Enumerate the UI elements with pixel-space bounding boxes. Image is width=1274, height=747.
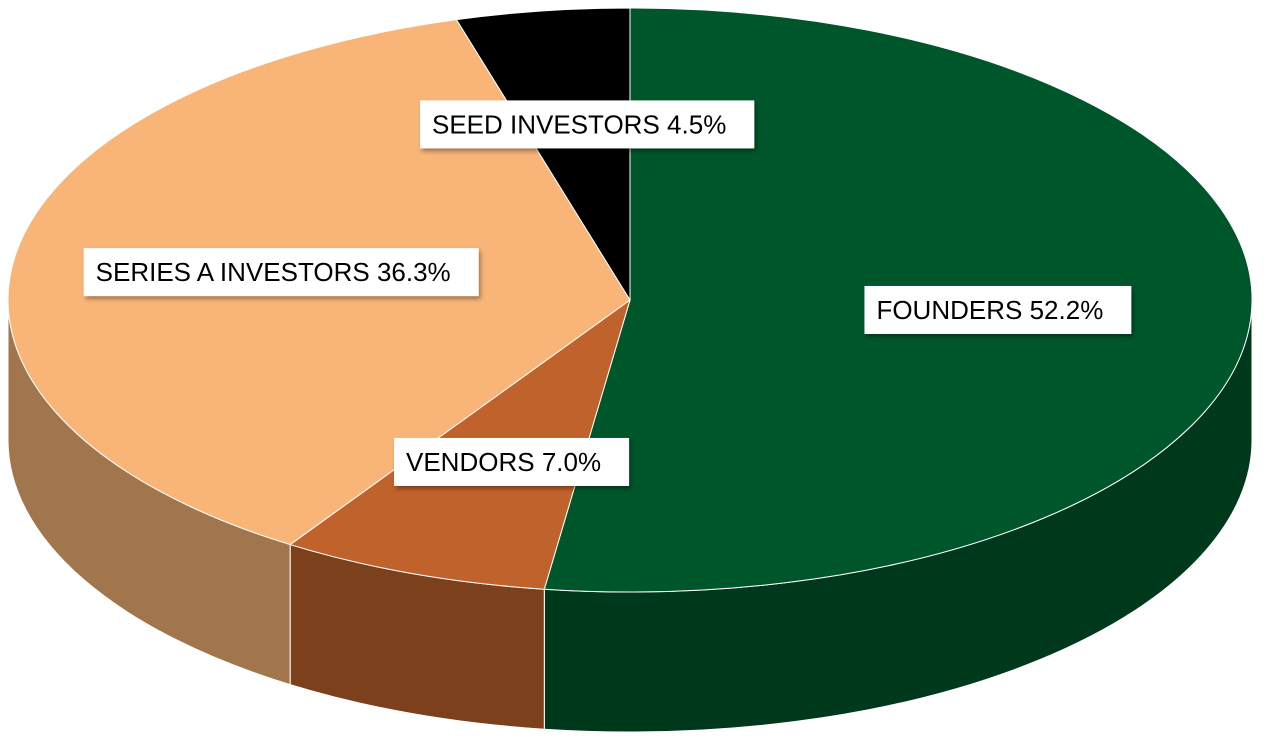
label-box [864, 285, 1132, 334]
label-box [420, 100, 755, 149]
label-value: 4.5% [667, 109, 726, 139]
label-space [370, 257, 377, 287]
label-value: 52.2% [1030, 295, 1104, 325]
label-space [535, 447, 542, 477]
label-space [1022, 295, 1029, 325]
label-text: SERIES A INVESTORS 36.3% [96, 257, 451, 287]
label-category: SEED INVESTORS [432, 109, 660, 139]
data-label: FOUNDERS 52.2% [864, 285, 1132, 334]
label-text: VENDORS 7.0% [406, 447, 601, 477]
label-text: FOUNDERS 52.2% [876, 295, 1103, 325]
data-label: SEED INVESTORS 4.5% [420, 100, 755, 149]
label-value: 36.3% [377, 257, 451, 287]
label-box [394, 437, 630, 486]
slice [455, 7, 631, 302]
label-category: VENDORS [406, 447, 535, 477]
label-text: SEED INVESTORS 4.5% [432, 109, 726, 139]
data-label: SERIES A INVESTORS 36.3% [83, 248, 479, 297]
label-category: FOUNDERS [876, 295, 1022, 325]
label-space [660, 109, 667, 139]
label-box [83, 248, 479, 297]
data-label: VENDORS 7.0% [394, 437, 630, 486]
label-value: 7.0% [542, 447, 601, 477]
label-category: SERIES A INVESTORS [96, 257, 370, 287]
